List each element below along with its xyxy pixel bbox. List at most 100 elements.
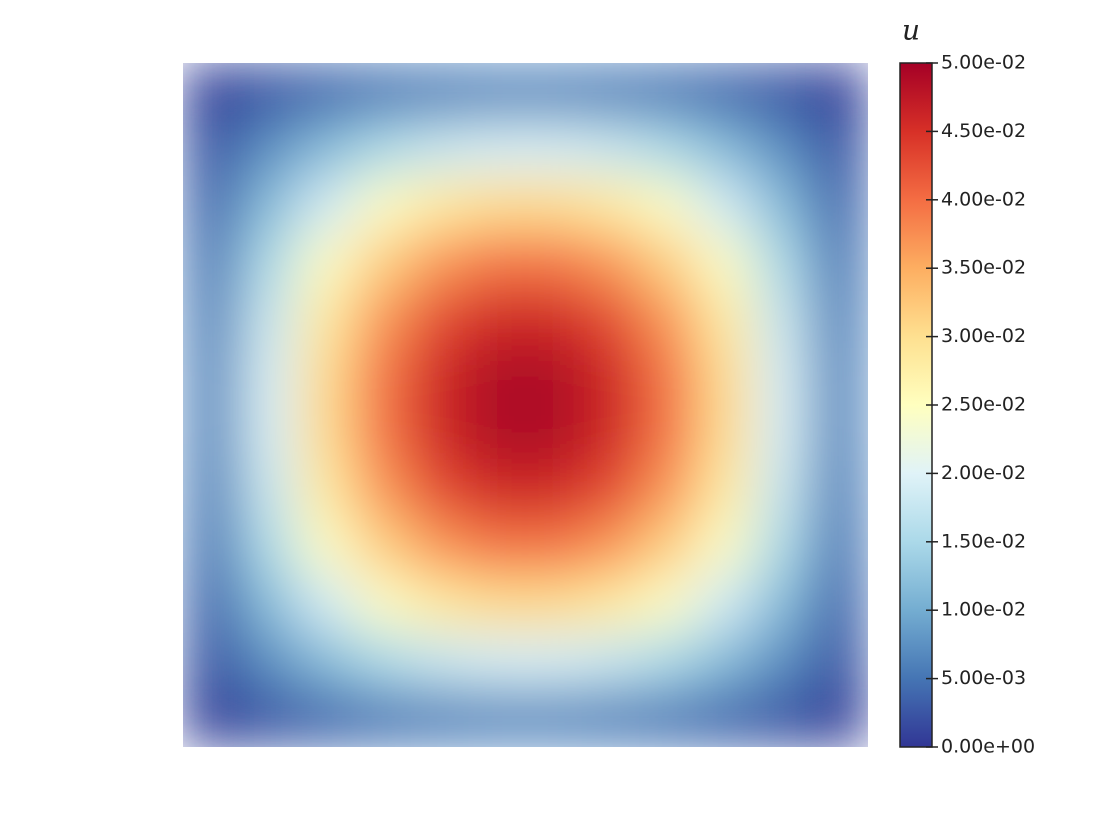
cell	[467, 176, 526, 235]
cell	[296, 575, 355, 634]
cell	[810, 290, 868, 349]
cell	[753, 518, 812, 577]
cell	[183, 518, 241, 577]
cell	[696, 689, 755, 747]
cell	[696, 290, 755, 349]
cell	[239, 632, 298, 691]
cell	[639, 119, 698, 178]
cell	[410, 347, 469, 406]
cell	[525, 63, 584, 121]
cell	[239, 689, 298, 747]
cell	[639, 689, 698, 747]
cell	[296, 404, 355, 463]
cell	[410, 575, 469, 634]
cell	[183, 689, 241, 747]
colorbar-tick-label: 0.00e+00	[941, 736, 1035, 758]
cell	[639, 63, 698, 121]
cell	[582, 347, 641, 406]
cell	[239, 518, 298, 577]
colorbar-tick-label: 3.50e-02	[941, 257, 1026, 279]
cell	[753, 119, 812, 178]
cell	[810, 575, 868, 634]
cell	[696, 347, 755, 406]
cell	[753, 632, 812, 691]
cell	[183, 461, 241, 520]
cell	[410, 176, 469, 235]
cell	[467, 404, 526, 463]
cell	[239, 404, 298, 463]
cell	[525, 404, 584, 463]
cell	[810, 176, 868, 235]
cell	[410, 518, 469, 577]
cell	[467, 575, 526, 634]
cell	[183, 290, 241, 349]
cell	[753, 233, 812, 292]
cell	[183, 63, 241, 121]
cell	[810, 347, 868, 406]
colorbar-title: u	[902, 14, 920, 47]
cell	[639, 233, 698, 292]
cell	[410, 404, 469, 463]
cell	[753, 404, 812, 463]
cell	[467, 518, 526, 577]
cell	[582, 233, 641, 292]
cell	[810, 63, 868, 121]
cell	[810, 119, 868, 178]
cell	[183, 233, 241, 292]
cell	[239, 575, 298, 634]
colorbar-tick-label: 4.50e-02	[941, 120, 1026, 142]
cell	[582, 119, 641, 178]
cell	[239, 233, 298, 292]
colorbar-tick-label: 5.00e-02	[941, 52, 1026, 74]
cell	[410, 290, 469, 349]
field	[183, 63, 868, 747]
cell	[582, 404, 641, 463]
cell	[353, 632, 412, 691]
cell	[467, 63, 526, 121]
cell	[239, 119, 298, 178]
field-clip	[183, 63, 868, 747]
cell	[353, 290, 412, 349]
cell	[353, 63, 412, 121]
cell	[696, 119, 755, 178]
cell	[353, 689, 412, 747]
cell	[639, 347, 698, 406]
cell	[696, 518, 755, 577]
cell	[753, 461, 812, 520]
cell	[696, 176, 755, 235]
cell	[296, 689, 355, 747]
cell	[353, 404, 412, 463]
cell	[183, 404, 241, 463]
cell	[296, 461, 355, 520]
cell	[467, 290, 526, 349]
cell	[639, 290, 698, 349]
colorbar-tick-label: 1.50e-02	[941, 530, 1026, 552]
cell	[639, 518, 698, 577]
cell	[810, 233, 868, 292]
cell	[467, 347, 526, 406]
cell	[696, 575, 755, 634]
cell	[639, 575, 698, 634]
cell	[239, 461, 298, 520]
cell	[582, 689, 641, 747]
cell	[639, 404, 698, 463]
cell	[525, 119, 584, 178]
cell	[410, 632, 469, 691]
cell	[296, 176, 355, 235]
colorbar-tick-label: 4.00e-02	[941, 188, 1026, 210]
cell	[410, 461, 469, 520]
cell	[525, 347, 584, 406]
colorbar-tick-label: 5.00e-03	[941, 667, 1026, 689]
cell	[467, 461, 526, 520]
cell	[753, 290, 812, 349]
cell	[183, 347, 241, 406]
cell	[183, 632, 241, 691]
cell	[467, 632, 526, 691]
cell	[525, 176, 584, 235]
cell	[639, 176, 698, 235]
cell	[525, 233, 584, 292]
cell	[353, 575, 412, 634]
cell	[296, 290, 355, 349]
